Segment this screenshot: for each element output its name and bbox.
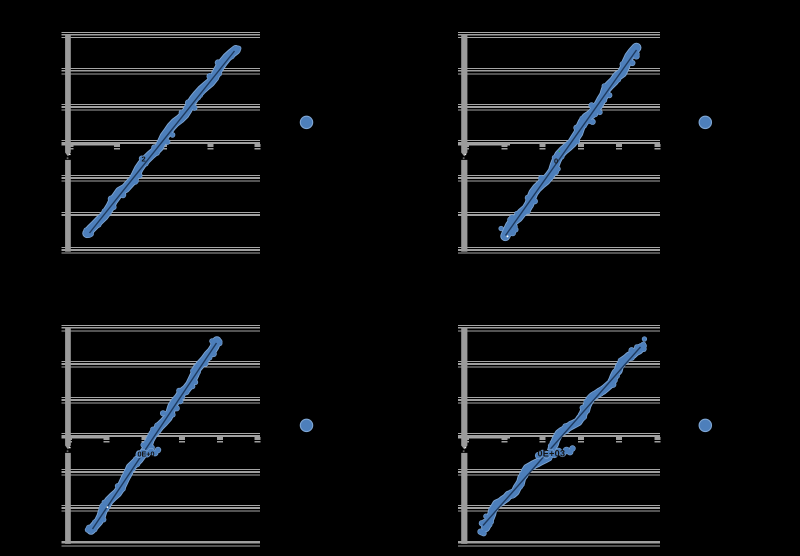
svg-text:2: 2 bbox=[142, 154, 146, 163]
svg-text:0: 0 bbox=[554, 157, 558, 166]
svg-text:0E+0: 0E+0 bbox=[138, 450, 155, 459]
svg-text:0E+03: 0E+03 bbox=[538, 449, 566, 459]
